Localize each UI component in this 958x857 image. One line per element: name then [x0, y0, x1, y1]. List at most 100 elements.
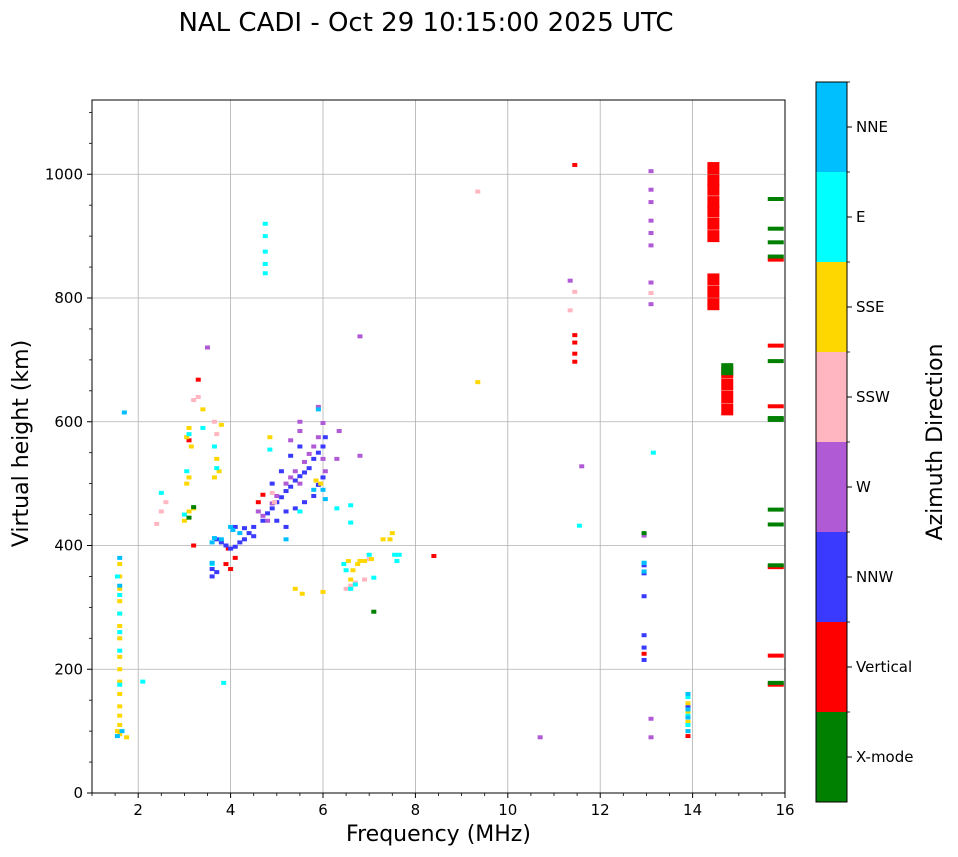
data-point [119, 729, 125, 734]
data-point [114, 729, 120, 734]
data-point [396, 552, 402, 557]
data-point [641, 563, 647, 568]
colorbar-label: Vertical [856, 658, 912, 676]
data-point [260, 518, 266, 523]
data-point [348, 583, 354, 588]
data-point [184, 481, 190, 486]
data-point [214, 432, 220, 437]
data-point [394, 558, 400, 563]
data-point [572, 351, 578, 356]
data-point [306, 451, 312, 456]
data-point [297, 444, 303, 449]
data-point [685, 710, 691, 715]
colorbar-label: W [856, 478, 871, 496]
data-point [299, 591, 305, 596]
data-point [315, 404, 321, 409]
data-point [283, 524, 289, 529]
data-point [228, 567, 234, 572]
data-point [380, 537, 386, 542]
data-point [641, 569, 647, 574]
data-point [311, 494, 317, 498]
data-point [685, 715, 691, 720]
data-point [237, 540, 243, 545]
data-point [117, 586, 123, 591]
data-point [181, 512, 187, 517]
colorbar-segment [816, 712, 847, 802]
data-point [158, 509, 164, 514]
data-point [195, 395, 201, 399]
data-point [117, 654, 123, 659]
data-point [707, 196, 720, 209]
data-point [767, 343, 784, 348]
data-point [392, 552, 398, 557]
grid [92, 100, 786, 794]
data-point [186, 425, 192, 430]
data-point [205, 345, 210, 350]
data-point [114, 574, 120, 579]
x-tick-label: 14 [683, 801, 702, 819]
data-point [572, 333, 578, 338]
data-point [313, 478, 319, 483]
data-point [334, 456, 340, 461]
data-point [117, 611, 123, 616]
data-point [767, 257, 784, 262]
data-point [648, 169, 654, 174]
data-point [283, 489, 289, 494]
colorbar-segment [816, 532, 847, 622]
data-point [186, 515, 192, 520]
data-point [475, 380, 481, 385]
data-point [685, 707, 691, 712]
data-point [362, 558, 368, 563]
data-point [431, 554, 437, 559]
data-point [214, 456, 220, 461]
data-point [211, 444, 217, 449]
data-point [707, 298, 720, 311]
data-point [184, 435, 190, 440]
data-point [348, 520, 354, 525]
data-point [767, 254, 784, 259]
data-point [260, 513, 266, 518]
data-point [262, 234, 268, 239]
data-point [186, 475, 192, 480]
x-tick-label: 12 [591, 801, 610, 819]
colorbar-segment [816, 82, 847, 172]
data-point [685, 734, 691, 739]
data-point [255, 500, 261, 505]
data-point [278, 469, 284, 474]
data-point [241, 526, 247, 531]
data-point [214, 570, 220, 575]
data-point [369, 557, 375, 562]
data-point [767, 522, 784, 527]
data-point [685, 704, 691, 709]
data-point [641, 594, 647, 599]
data-point [117, 599, 123, 604]
y-tick-label: 400 [54, 537, 83, 555]
data-point [357, 453, 363, 458]
data-point [767, 653, 784, 658]
data-point [117, 692, 123, 696]
data-point [648, 280, 654, 285]
data-point [218, 537, 224, 542]
data-point [641, 531, 647, 536]
data-point [271, 500, 277, 505]
data-point [371, 609, 377, 614]
colorbar-label: SSW [856, 388, 890, 406]
data-point [117, 555, 123, 560]
data-point [232, 555, 238, 560]
colorbar-label: NNE [856, 118, 888, 136]
data-point [311, 444, 317, 449]
data-point [648, 716, 654, 721]
x-tick-label: 8 [411, 801, 421, 819]
data-point [767, 417, 784, 422]
data-point [707, 273, 720, 286]
data-point [230, 528, 236, 533]
data-point [209, 567, 215, 572]
data-point [262, 271, 268, 276]
data-point [117, 704, 123, 709]
data-point [181, 518, 187, 523]
data-point [641, 533, 647, 538]
data-point [297, 481, 303, 486]
data-point [288, 438, 294, 443]
data-point [117, 562, 123, 567]
x-tick-label: 16 [775, 801, 794, 819]
